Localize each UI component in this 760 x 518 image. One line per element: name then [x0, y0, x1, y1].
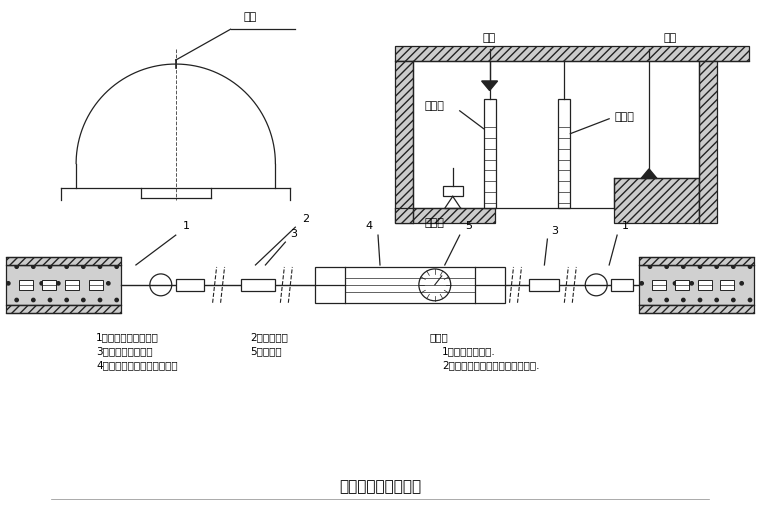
Text: 2、带孔钢尺: 2、带孔钢尺	[251, 333, 288, 342]
Text: 1、净空变位仪矩锚杆: 1、净空变位仪矩锚杆	[96, 333, 159, 342]
Bar	[614, 178, 699, 223]
Text: 水平仪: 水平仪	[425, 218, 445, 228]
Bar	[65, 280, 79, 290]
Bar	[699, 61, 717, 223]
Polygon shape	[641, 169, 657, 178]
Bar	[395, 61, 413, 223]
Bar	[6, 257, 121, 265]
Text: 2、其它量测项目按有关说明实施.: 2、其它量测项目按有关说明实施.	[442, 361, 540, 370]
Bar	[720, 280, 733, 290]
Text: 3: 3	[290, 229, 297, 239]
Text: 3、有球铰的连接杆: 3、有球铰的连接杆	[96, 347, 153, 356]
Text: 3: 3	[551, 226, 559, 236]
Bar	[639, 265, 754, 305]
Bar	[652, 280, 666, 290]
Bar	[530, 279, 559, 291]
Bar	[483, 99, 496, 208]
Bar	[19, 280, 33, 290]
Text: 水准尺: 水准尺	[425, 101, 445, 111]
Text: 侧缝尺: 侧缝尺	[614, 112, 634, 122]
Text: 1: 1	[182, 221, 190, 231]
Polygon shape	[482, 81, 498, 91]
Text: 5: 5	[466, 221, 473, 231]
Bar	[443, 186, 463, 196]
Bar	[6, 305, 121, 313]
Bar	[395, 46, 749, 61]
Bar	[395, 208, 495, 223]
Text: 1、洞内观察未述.: 1、洞内观察未述.	[442, 347, 496, 356]
Bar	[639, 305, 754, 313]
Bar	[89, 280, 103, 290]
Bar	[315, 267, 505, 303]
Text: 测点: 测点	[664, 33, 677, 43]
Bar	[639, 257, 754, 265]
Bar	[611, 279, 633, 291]
Text: 4、维持张拉钢尺拉力的装置: 4、维持张拉钢尺拉力的装置	[96, 361, 178, 370]
Bar	[43, 280, 56, 290]
Bar	[698, 280, 712, 290]
Bar	[240, 279, 275, 291]
Text: 说明：: 说明：	[430, 333, 448, 342]
Bar	[559, 99, 570, 208]
Text: 5、百分表: 5、百分表	[251, 347, 282, 356]
Bar	[176, 279, 204, 291]
Text: 转点: 转点	[483, 33, 496, 43]
Bar	[675, 280, 689, 290]
Text: 测点: 测点	[244, 12, 257, 22]
Bar	[6, 265, 121, 305]
Text: 1: 1	[622, 221, 629, 231]
Text: 4: 4	[366, 221, 373, 231]
Text: 2: 2	[302, 214, 309, 224]
Text: 主要量测方法示意图: 主要量测方法示意图	[339, 479, 421, 494]
